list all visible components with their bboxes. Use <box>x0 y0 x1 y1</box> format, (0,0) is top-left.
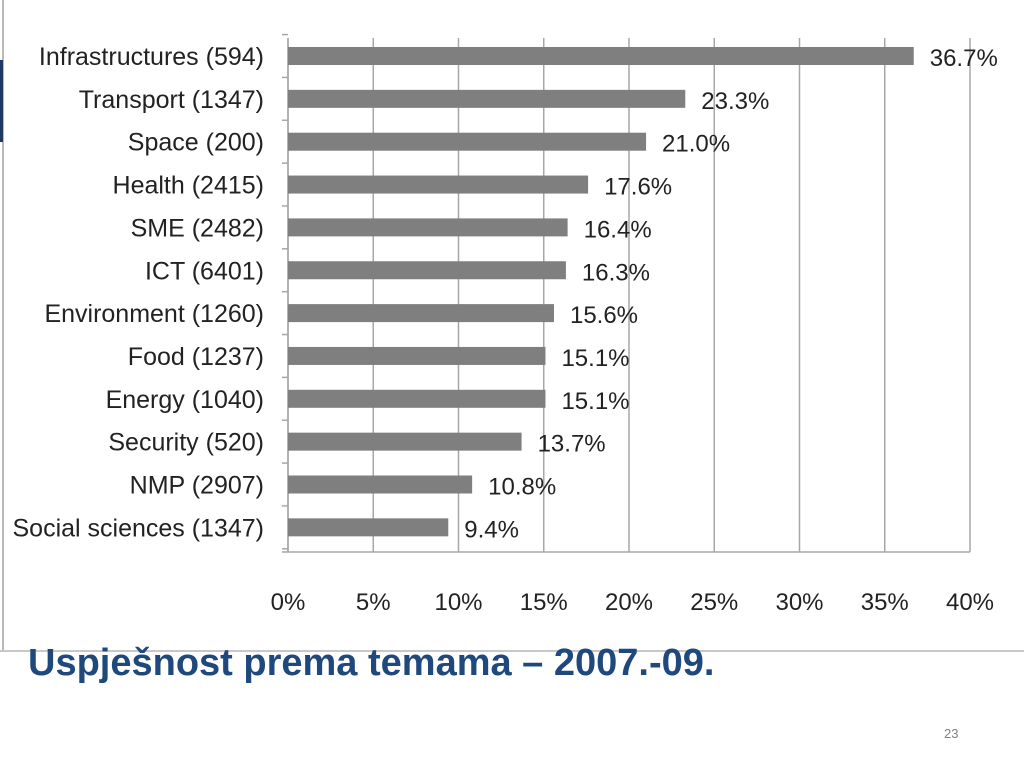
side-accent-marker <box>0 60 3 142</box>
chart-frame: Infrastructures (594) 36.7% Transport (134… <box>0 0 1024 652</box>
bar-chart: Infrastructures (594) 36.7% Transport (134… <box>12 33 998 616</box>
category-label: NMP (2907) <box>130 472 264 500</box>
bar-3 <box>288 175 589 194</box>
bar-0 <box>288 47 914 65</box>
category-label: SME (2482) <box>131 214 264 242</box>
value-label: 15.1% <box>561 345 629 372</box>
x-tick-label: 5% <box>356 589 391 616</box>
bar-6 <box>288 304 554 323</box>
category-label: ICT (6401) <box>145 257 264 285</box>
page-number: 23 <box>944 726 959 741</box>
value-label: 21.0% <box>662 131 730 158</box>
bar-9 <box>288 432 522 451</box>
bar-1 <box>288 89 686 108</box>
x-tick-label: 0% <box>271 589 306 616</box>
frame-bottom-border <box>0 650 1024 652</box>
category-label: Health (2415) <box>113 172 264 200</box>
value-label: 23.3% <box>701 88 769 115</box>
x-tick-label: 30% <box>775 589 823 616</box>
x-tick-label: 10% <box>434 589 482 616</box>
bar-4 <box>288 218 568 237</box>
bar-10 <box>288 475 473 494</box>
category-label: Energy (1040) <box>106 386 264 414</box>
bar-5 <box>288 261 566 280</box>
value-label: 17.6% <box>604 174 672 201</box>
value-label: 10.8% <box>488 474 556 501</box>
bar-7 <box>288 346 546 365</box>
category-label: Security (520) <box>108 429 264 457</box>
category-label: Food (1237) <box>128 343 264 371</box>
value-label: 16.3% <box>582 259 650 286</box>
frame-left-border <box>2 0 4 652</box>
bar-8 <box>288 389 546 408</box>
value-label: 36.7% <box>930 45 998 72</box>
x-tick-label: 20% <box>605 589 653 616</box>
bar-2 <box>288 132 647 151</box>
value-label: 16.4% <box>584 216 652 243</box>
bar-11 <box>288 518 449 537</box>
category-label: Infrastructures (594) <box>39 43 264 71</box>
x-tick-label: 40% <box>946 589 994 616</box>
value-label: 15.6% <box>570 302 638 329</box>
slide-title: Uspješnost prema temama – 2007.-09. <box>28 642 715 684</box>
x-tick-label: 25% <box>690 589 738 616</box>
category-label: Space (200) <box>128 129 264 157</box>
x-tick-label: 15% <box>520 589 568 616</box>
category-label: Social sciences (1347) <box>12 514 264 542</box>
x-tick-label: 35% <box>861 589 909 616</box>
value-label: 13.7% <box>538 431 606 458</box>
value-label: 15.1% <box>561 388 629 415</box>
value-label: 9.4% <box>464 516 519 543</box>
category-label: Environment (1260) <box>44 300 264 328</box>
category-label: Transport (1347) <box>79 86 264 114</box>
